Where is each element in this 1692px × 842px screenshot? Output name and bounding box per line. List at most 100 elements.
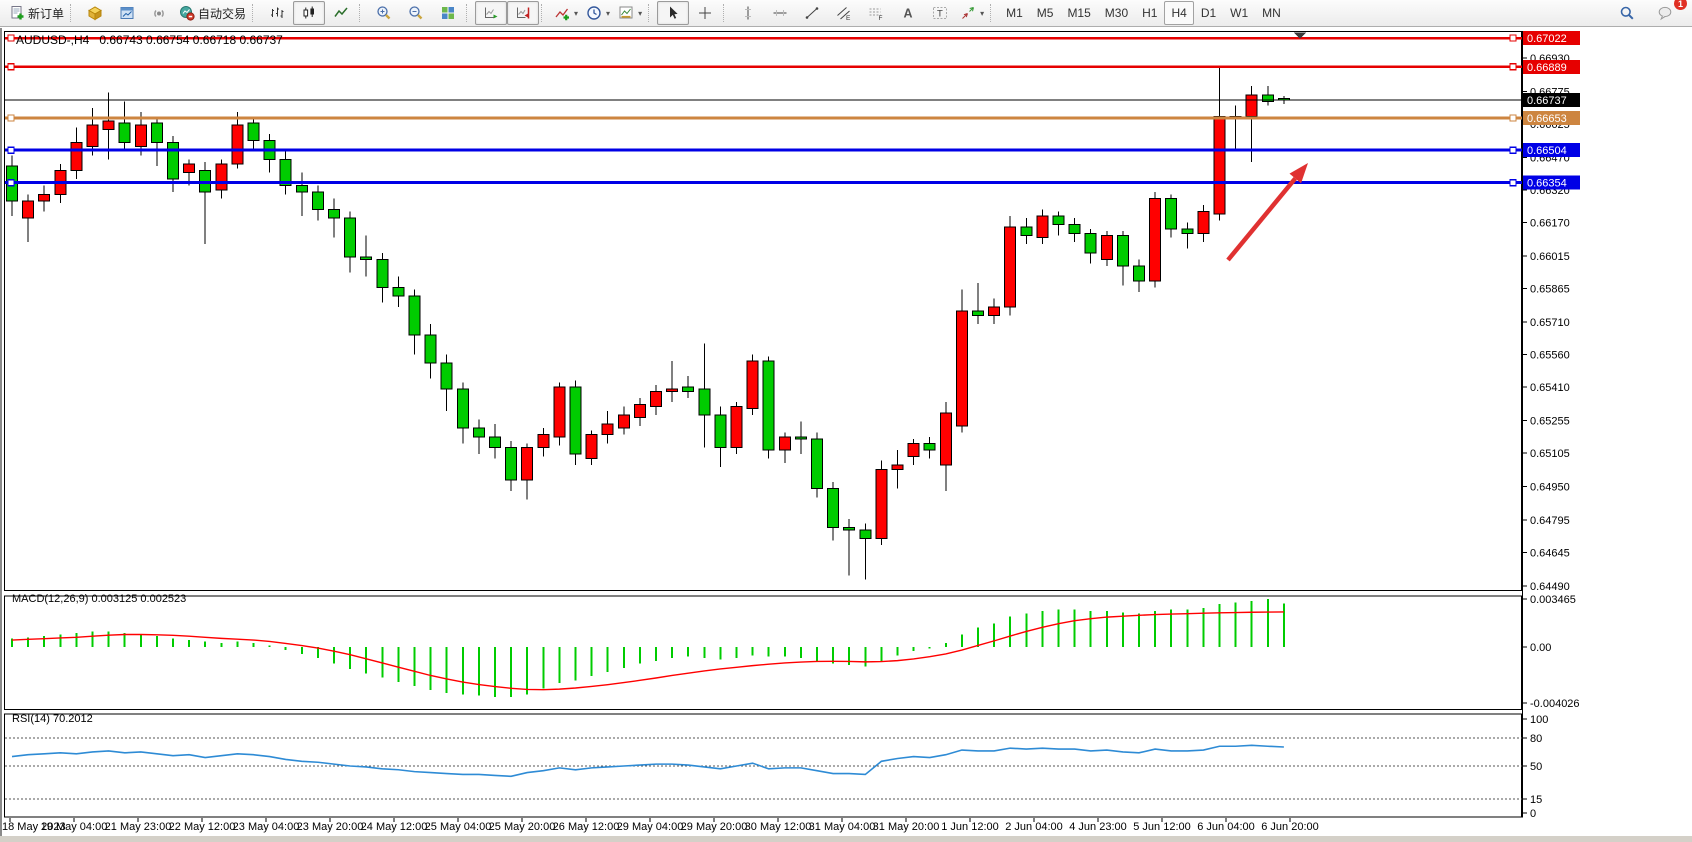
- zoom-out-button[interactable]: [400, 1, 432, 25]
- time-tick-label: 29 May 20:00: [681, 821, 748, 833]
- macd-tick-label: 0.00: [1530, 642, 1551, 654]
- macd-panel: [11, 598, 1285, 698]
- button-label: W1: [1230, 6, 1249, 20]
- timeframe-M1-button[interactable]: M1: [999, 1, 1030, 25]
- time-tick-label: 24 May 12:00: [361, 821, 428, 833]
- toolbar-separator: [723, 4, 728, 22]
- timeframe-D1-button[interactable]: D1: [1194, 1, 1223, 25]
- text-label-button[interactable]: T: [924, 1, 956, 25]
- profiles-button[interactable]: [111, 1, 143, 25]
- timeframe-MN-button[interactable]: MN: [1255, 1, 1288, 25]
- chat-icon: [1658, 6, 1672, 21]
- timeframe-W1-button[interactable]: W1: [1223, 1, 1255, 25]
- tile-windows-button[interactable]: [432, 1, 464, 25]
- price-axis[interactable]: 0.669300.667750.666250.664700.663200.661…: [1522, 31, 1580, 820]
- svg-text:A: A: [904, 7, 913, 21]
- equidistant-channel-icon: E: [837, 7, 851, 21]
- trendline-button[interactable]: [796, 1, 828, 25]
- macd-tick-label: 0.003465: [1530, 594, 1576, 606]
- svg-text:0.66889: 0.66889: [1527, 62, 1567, 74]
- hline-handle: [7, 34, 15, 42]
- indicators-button[interactable]: ▾: [550, 1, 582, 25]
- time-tick-label: 25 May 04:00: [425, 821, 492, 833]
- autotrade-icon: [180, 6, 195, 21]
- periods-button[interactable]: ▾: [582, 1, 614, 25]
- new-order-button[interactable]: 新订单: [5, 1, 68, 25]
- auto-scroll-button[interactable]: [475, 1, 508, 25]
- text-label-icon: T: [933, 7, 948, 20]
- hline-handle: [1509, 179, 1517, 187]
- current-price-tag: 0.66737: [1523, 92, 1580, 107]
- time-tick-label: 6 Jun 04:00: [1197, 821, 1255, 833]
- time-tick-label: 29 May 04:00: [617, 821, 684, 833]
- candlestick-chart-icon: [303, 6, 315, 19]
- new-chart-button[interactable]: [79, 1, 111, 25]
- button-label: M15: [1067, 6, 1091, 20]
- time-tick-label: 1 Jun 12:00: [941, 821, 999, 833]
- search-icon: [1620, 6, 1634, 20]
- signals-button[interactable]: [143, 1, 175, 25]
- arrow-shaft: [1226, 176, 1298, 262]
- text-icon: A: [904, 7, 913, 21]
- hline-handle: [1509, 34, 1517, 42]
- window-left-edge: [0, 28, 2, 842]
- bar-chart-button[interactable]: [261, 1, 293, 25]
- chat-button[interactable]: 1: [1649, 0, 1687, 25]
- arrows-icon: [962, 7, 975, 19]
- button-label: MN: [1262, 6, 1281, 20]
- trend-arrow-annotation[interactable]: [1226, 163, 1308, 262]
- vertical-line-button[interactable]: [732, 1, 764, 25]
- button-label: H1: [1142, 6, 1158, 20]
- line-chart-button[interactable]: [325, 1, 357, 25]
- hline-handle: [1509, 114, 1517, 122]
- toolbar-separator: [466, 4, 471, 22]
- price-tick-label: 0.65410: [1530, 382, 1570, 394]
- horizontal-line-button[interactable]: [764, 1, 796, 25]
- timeframe-M15-button[interactable]: M15: [1060, 1, 1097, 25]
- candlestick-chart-button[interactable]: [293, 1, 326, 25]
- fibonacci-button[interactable]: F: [860, 1, 892, 25]
- profiles-icon: [120, 7, 134, 19]
- timeframe-H4-button[interactable]: H4: [1164, 1, 1194, 25]
- time-tick-label: 30 May 12:00: [745, 821, 812, 833]
- price-tick-label: 0.65105: [1530, 448, 1570, 460]
- vertical-line-icon: [745, 6, 752, 20]
- symbol-period-label: AUDUSD-,H4: [16, 33, 90, 47]
- svg-text:0.66504: 0.66504: [1527, 145, 1567, 157]
- timeframe-M30-button[interactable]: M30: [1098, 1, 1135, 25]
- crosshair-button[interactable]: [689, 1, 721, 25]
- price-tick-label: 0.65865: [1530, 284, 1570, 296]
- text-button[interactable]: A: [892, 1, 924, 25]
- dropdown-caret-icon: ▾: [980, 8, 985, 18]
- indicators-icon: [555, 8, 570, 21]
- toolbar-separator: [359, 4, 364, 22]
- dropdown-caret-icon: ▾: [574, 8, 579, 18]
- svg-text:0.66737: 0.66737: [1527, 95, 1567, 107]
- price-tick-label: 0.64490: [1530, 581, 1570, 593]
- dropdown-caret-icon: ▾: [606, 8, 611, 18]
- zoom-in-icon: [377, 6, 391, 20]
- arrows-button[interactable]: ▾: [956, 1, 988, 25]
- equidistant-channel-button[interactable]: E: [828, 1, 860, 25]
- rsi-panel: [5, 737, 1522, 800]
- button-label: M30: [1104, 6, 1129, 20]
- notification-badge: 1: [1674, 0, 1687, 10]
- timeframe-M5-button[interactable]: M5: [1030, 1, 1061, 25]
- time-tick-label: 26 May 12:00: [553, 821, 620, 833]
- horizontal-line-objects[interactable]: [5, 34, 1522, 187]
- svg-text:E: E: [846, 15, 851, 21]
- zoom-in-button[interactable]: [368, 1, 400, 25]
- search-button[interactable]: [1611, 1, 1643, 25]
- cursor-button[interactable]: [657, 1, 690, 25]
- autotrade-button[interactable]: 自动交易: [175, 1, 250, 25]
- new-order-icon: [11, 6, 24, 20]
- time-tick-label: 25 May 20:00: [489, 821, 556, 833]
- timeframe-H1-button[interactable]: H1: [1135, 1, 1164, 25]
- templates-button[interactable]: ▾: [614, 1, 646, 25]
- time-tick-label: 18 May 2023: [2, 821, 66, 833]
- hline-handle: [7, 179, 15, 187]
- price-tag: 0.66889: [1523, 59, 1580, 74]
- chart-shift-button[interactable]: [507, 1, 540, 25]
